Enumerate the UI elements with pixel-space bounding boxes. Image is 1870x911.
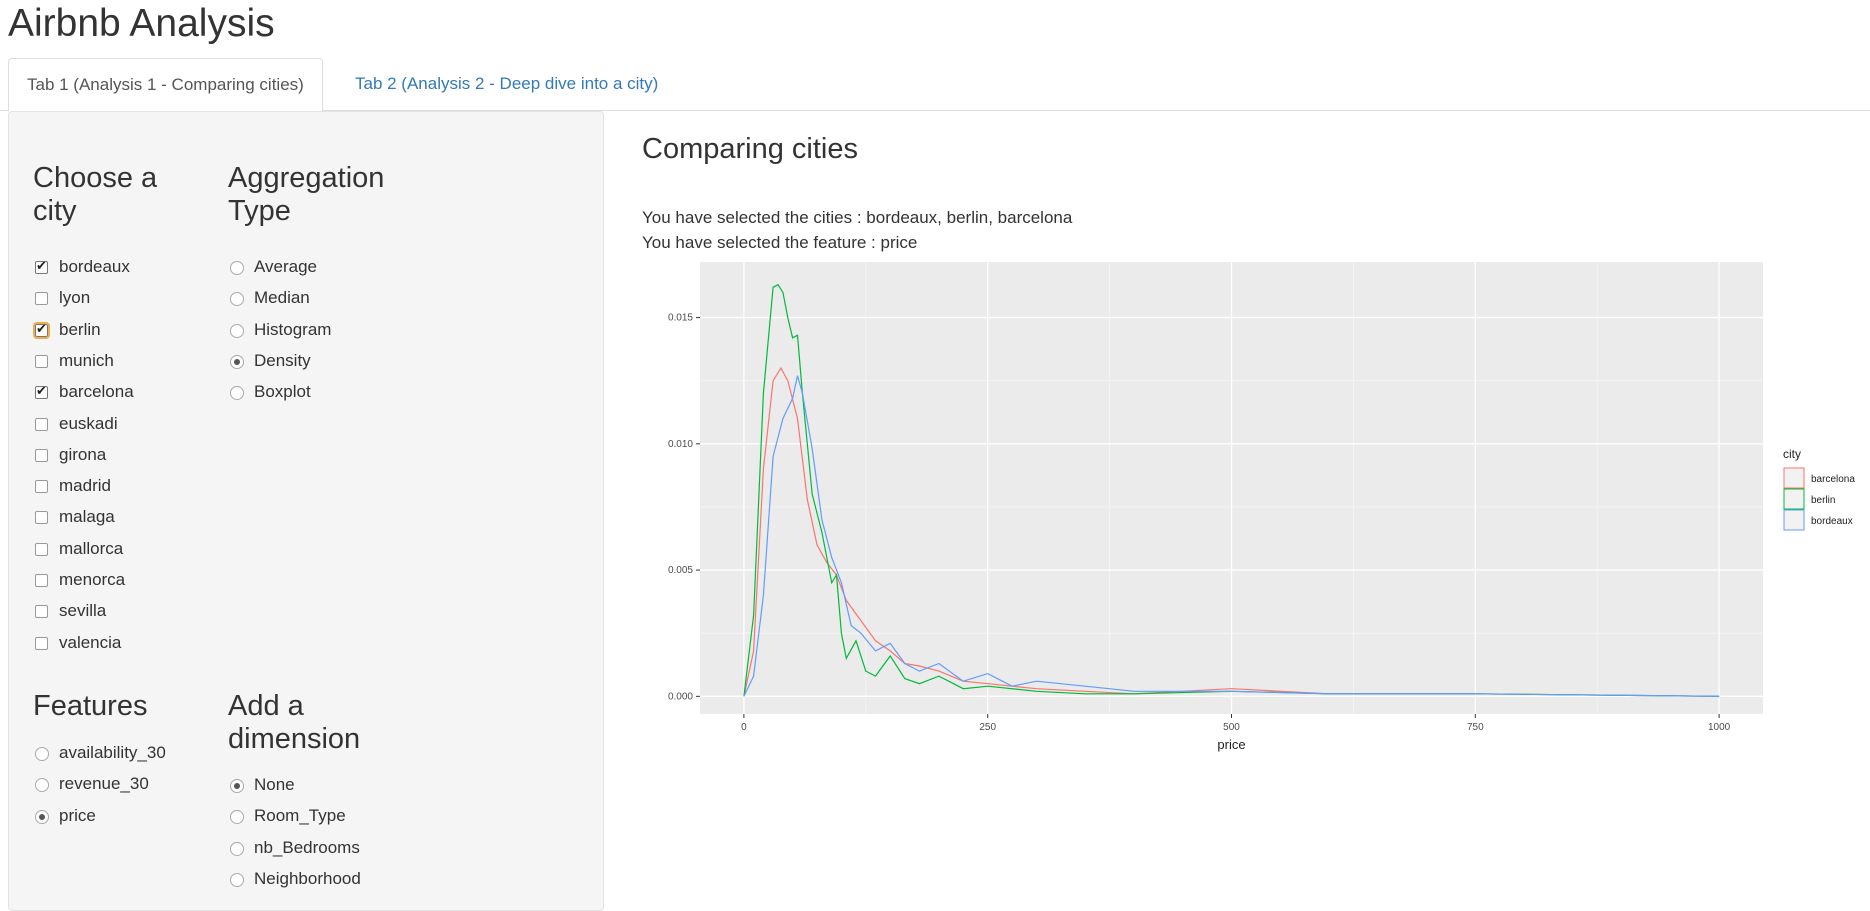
x-tick-label: 250 xyxy=(979,722,996,733)
option-label[interactable]: girona xyxy=(59,444,107,464)
x-axis-label: price xyxy=(1217,737,1245,752)
y-tick-label: 0.015 xyxy=(668,313,693,324)
checkbox-mallorca[interactable] xyxy=(35,542,48,556)
option-label[interactable]: nb_Bedrooms xyxy=(254,837,360,857)
dimension-group-title: Add a dimension xyxy=(228,690,361,755)
legend-label-bordeaux: bordeaux xyxy=(1811,516,1853,527)
legend-key-barcelona xyxy=(1783,467,1805,489)
option-label[interactable]: munich xyxy=(59,350,114,370)
x-tick-label: 0 xyxy=(741,722,747,733)
checkbox-berlin[interactable] xyxy=(33,321,50,339)
y-tick-label: 0.005 xyxy=(668,565,693,576)
sidebar-panel: Choose a city bordeaux lyon berlin munich ba… xyxy=(8,111,604,911)
x-tick-label: 1000 xyxy=(1708,722,1731,733)
tab-comparing-cities[interactable]: Tab 1 (Analysis 1 - Comparing cities) xyxy=(8,58,323,112)
option-label[interactable]: Room_Type xyxy=(254,806,346,826)
checkbox-valencia[interactable] xyxy=(35,636,48,650)
radio-price[interactable] xyxy=(35,809,49,824)
option-label[interactable]: Average xyxy=(254,257,318,276)
radio-none[interactable] xyxy=(230,779,244,793)
x-tick-label: 750 xyxy=(1467,722,1484,733)
option-label[interactable]: malaga xyxy=(59,507,115,527)
option-label[interactable]: availability_30 xyxy=(59,743,166,762)
city-group-title: Choose a city xyxy=(33,162,158,227)
density-line-bordeaux xyxy=(743,375,1720,697)
option-label[interactable]: Histogram xyxy=(254,319,332,339)
features-group-title: Features xyxy=(33,690,148,722)
option-label[interactable]: valencia xyxy=(59,632,122,652)
option-label[interactable]: mallorca xyxy=(59,538,124,558)
density-chart: 0 250 500 750 1000 0.000 0.005 0.010 0.015 price c… xyxy=(668,262,1855,752)
city-group: Choose a city bordeaux lyon berlin munich ba… xyxy=(33,162,203,652)
option-label[interactable]: revenue_30 xyxy=(59,774,149,794)
radio-availability-30[interactable] xyxy=(35,747,49,761)
checkbox-girona[interactable] xyxy=(35,448,48,462)
aggregation-group: Aggregation Type Average Median Histogram D… xyxy=(228,162,428,401)
checkbox-malaga[interactable] xyxy=(35,511,48,525)
option-label[interactable]: Boxplot xyxy=(254,382,311,402)
option-label[interactable]: sevilla xyxy=(59,601,107,621)
dimension-group: Add a dimension None Room_Type nb_Bedrooms… xyxy=(228,690,428,888)
tab-bar: Tab 1 (Analysis 1 - Comparing cities) Ta… xyxy=(0,57,1870,112)
option-label[interactable]: lyon xyxy=(59,288,91,308)
checkbox-barcelona[interactable] xyxy=(35,383,48,400)
option-label[interactable]: Density xyxy=(254,350,311,370)
option-label[interactable]: menorca xyxy=(59,570,126,589)
option-label[interactable]: barcelona xyxy=(59,382,134,402)
option-label[interactable]: price xyxy=(59,805,96,825)
option-label[interactable]: Neighborhood xyxy=(254,868,361,888)
option-label[interactable]: Median xyxy=(254,288,310,308)
density-line-berlin xyxy=(743,283,1720,697)
checkbox-menorca[interactable] xyxy=(35,574,48,587)
density-line-barcelona xyxy=(743,366,1720,697)
radio-density[interactable] xyxy=(230,354,244,369)
legend-key-bordeaux xyxy=(1783,509,1805,531)
legend-label-berlin: berlin xyxy=(1811,495,1835,506)
selected-feature-text: You have selected the feature : price xyxy=(642,233,918,252)
checkbox-madrid[interactable] xyxy=(35,480,48,494)
legend-title: city xyxy=(1783,447,1801,461)
option-label[interactable]: berlin xyxy=(59,319,101,339)
radio-average[interactable] xyxy=(230,261,244,275)
radio-room-type[interactable] xyxy=(230,810,244,825)
app-title: Airbnb Analysis xyxy=(8,2,275,45)
checkbox-bordeaux[interactable] xyxy=(35,258,48,274)
option-label[interactable]: None xyxy=(254,775,295,794)
radio-boxplot[interactable] xyxy=(230,386,244,401)
y-tick-label: 0.000 xyxy=(668,691,693,702)
option-label[interactable]: bordeaux xyxy=(59,257,130,276)
radio-histogram[interactable] xyxy=(230,323,244,338)
option-label[interactable]: euskadi xyxy=(59,413,118,433)
y-tick-label: 0.010 xyxy=(668,439,693,450)
selected-cities-text: You have selected the cities : bordeaux,… xyxy=(642,208,1073,227)
radio-median[interactable] xyxy=(230,292,244,307)
radio-nb-bedrooms[interactable] xyxy=(230,841,244,856)
radio-neighborhood[interactable] xyxy=(230,872,244,887)
tab-deep-dive-city[interactable]: Tab 2 (Analysis 2 - Deep dive into a cit… xyxy=(355,74,659,93)
checkbox-euskadi[interactable] xyxy=(35,417,48,431)
checkbox-sevilla[interactable] xyxy=(35,605,48,619)
option-label[interactable]: madrid xyxy=(59,476,111,496)
legend-label-barcelona: barcelona xyxy=(1811,474,1855,485)
aggregation-group-title: Aggregation Type xyxy=(228,162,385,227)
x-tick-label: 500 xyxy=(1223,722,1240,733)
legend-key-berlin xyxy=(1783,488,1805,510)
checkbox-munich[interactable] xyxy=(35,354,48,368)
radio-revenue-30[interactable] xyxy=(35,778,49,793)
main-title: Comparing cities xyxy=(642,133,858,165)
checkbox-lyon[interactable] xyxy=(35,292,48,306)
